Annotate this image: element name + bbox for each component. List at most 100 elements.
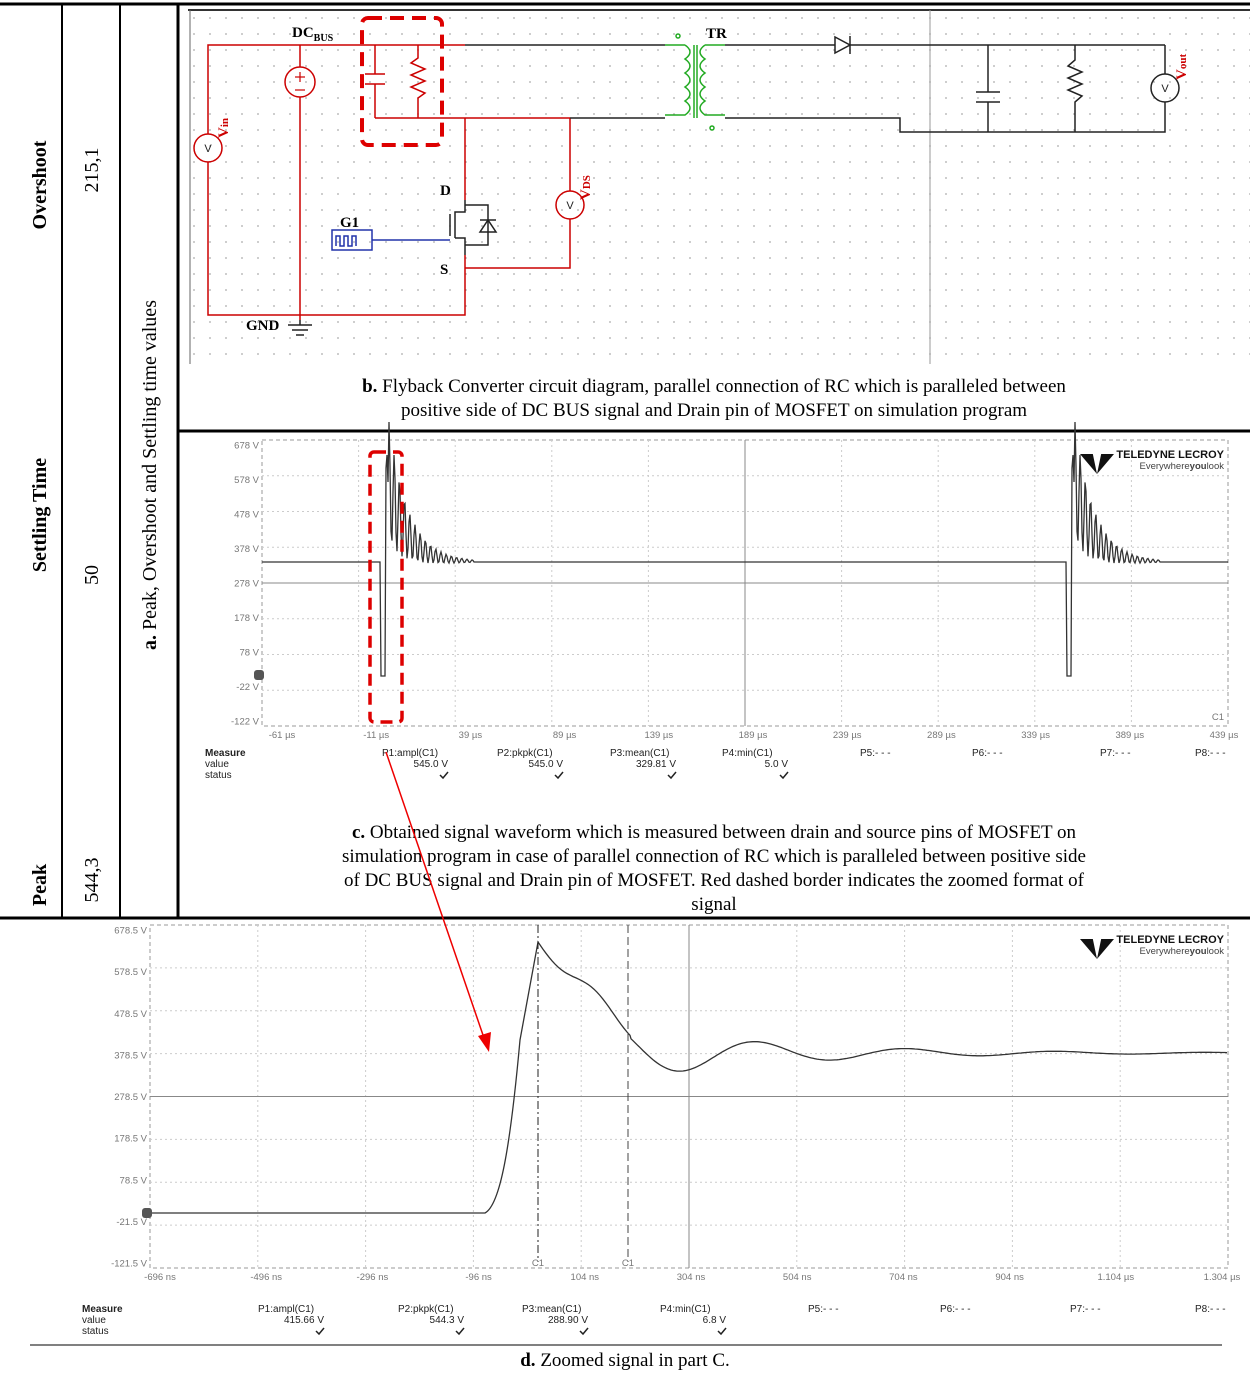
x-tick-label: 289 µs [927,730,956,741]
y-tick-label: 678.5 V [114,926,147,937]
logo-brand: TELEDYNE LECROY [1116,934,1224,946]
caption-c-line: c. Obtained signal waveform which is mea… [352,822,1077,843]
measure-header: P7:- - - [1070,1304,1101,1315]
x-tick-label: 39 µs [459,730,483,741]
y-tick-label: 78.5 V [120,1175,148,1186]
x-tick-label: 704 ns [889,1272,918,1283]
x-tick-label: 189 µs [739,730,768,741]
y-tick-label: 678 V [234,441,259,452]
label-tr: TR [706,26,727,42]
tagline-part: Everywhere [1140,946,1190,957]
table-value: 544,3 [81,858,103,903]
label-vout-main: V [1174,69,1190,80]
measure-header: P1:ampl(C1) [258,1304,314,1315]
label-d: D [440,183,451,199]
measure-row-label: status [205,770,232,781]
table-caption: a. Peak, Overshoot and Settling time val… [139,300,161,650]
measure-header: Measure [82,1304,123,1315]
scope: 678.5 V578.5 V478.5 V378.5 V278.5 V178.5… [82,925,1241,1337]
x-tick-label: 389 µs [1115,730,1144,741]
y-tick-label: 278 V [234,579,259,590]
label-vds-sub: DS [581,175,593,189]
x-tick-label: 339 µs [1021,730,1050,741]
caption-b-line: b. Flyback Converter circuit diagram, pa… [362,376,1066,397]
x-tick-label: -696 ns [144,1272,176,1283]
label-vin: Vin [216,118,232,138]
y-tick-label: -22 V [236,682,259,693]
label-gnd: GND [246,318,280,334]
label-vout-sub: out [1177,54,1189,70]
measure-header: P3:mean(C1) [610,748,669,759]
measure-header: P4:min(C1) [660,1304,711,1315]
label-dc-main: DC [292,25,314,41]
y-tick-label: 578.5 V [114,967,147,978]
x-tick-label: 904 ns [995,1272,1024,1283]
tagline-part: you [1190,946,1207,957]
y-tick-label: 478.5 V [114,1009,147,1020]
label-s: S [440,262,448,278]
y-tick-label: 78 V [239,648,259,659]
caption-prefix: b. [362,376,377,397]
table-value: 50 [81,565,103,585]
measure-header: P2:pkpk(C1) [398,1304,454,1315]
label-vin-sub: in [219,118,231,127]
measure-value: 288.90 V [548,1315,588,1326]
label-vds: VDS [578,175,594,200]
measure-header: P6:- - - [972,748,1003,759]
label-vout: Vout [1174,54,1190,80]
status-check [456,1328,464,1334]
measure-header: P2:pkpk(C1) [497,748,553,759]
status-check [580,1328,588,1334]
x-tick-label: 1.104 µs [1097,1272,1134,1283]
label-vin-main: V [216,127,232,138]
y-tick-label: 478 V [234,510,259,521]
measure-header: P1:ampl(C1) [382,748,438,759]
measure-value: 5.0 V [765,759,789,770]
measure-row-label: status [82,1326,109,1337]
x-tick-label: 439 µs [1210,730,1239,741]
voltmeter-symbol: V [204,143,212,155]
measure-header: P7:- - - [1100,748,1131,759]
caption-text: Obtained signal waveform which is measur… [370,822,1077,843]
ground-marker [142,1208,152,1218]
caption-d: d. Zoomed signal in part C. [520,1350,730,1371]
caption-text: Peak, Overshoot and Settling time values [139,300,161,630]
label-vds-main: V [578,189,594,200]
measure-header: P8:- - - [1195,1304,1226,1315]
status-check [316,1328,324,1334]
status-check [780,772,788,778]
x-tick-label: -11 µs [363,730,389,741]
y-tick-label: -122 V [231,717,260,728]
tagline-part: you [1190,461,1207,472]
table-value: 215,1 [81,148,103,193]
caption-c-line: signal [691,894,736,915]
measure-header: Measure [205,748,246,759]
caption-text: Zoomed signal in part C. [540,1350,729,1371]
status-check [668,772,676,778]
caption-text: Flyback Converter circuit diagram, paral… [382,376,1066,397]
measure-value: 329.81 V [636,759,676,770]
cursor-label: C1 [532,1258,544,1269]
measure-value: 544.3 V [430,1315,465,1326]
measure-header: P3:mean(C1) [522,1304,581,1315]
caption-prefix: c. [352,822,365,843]
table-header: Settling Time [29,458,51,572]
caption-prefix: d. [520,1350,535,1371]
logo-tagline: Everywhereyoulook [1140,461,1225,472]
x-tick-label: -96 ns [465,1272,492,1283]
y-tick-label: -121.5 V [111,1259,148,1270]
measure-value: 545.0 V [529,759,564,770]
y-tick-label: -21.5 V [116,1217,147,1228]
status-check [718,1328,726,1334]
table-header: Overshoot [29,140,51,229]
x-tick-label: 304 ns [677,1272,706,1283]
x-tick-label: -296 ns [357,1272,389,1283]
tagline-part: look [1207,946,1225,957]
measure-header: P5:- - - [808,1304,839,1315]
logo-tagline: Everywhereyoulook [1140,946,1225,957]
tagline-part: Everywhere [1140,461,1190,472]
measure-header: P5:- - - [860,748,891,759]
cursor-label: C1 [622,1258,634,1269]
voltmeter-symbol: V [566,200,574,212]
